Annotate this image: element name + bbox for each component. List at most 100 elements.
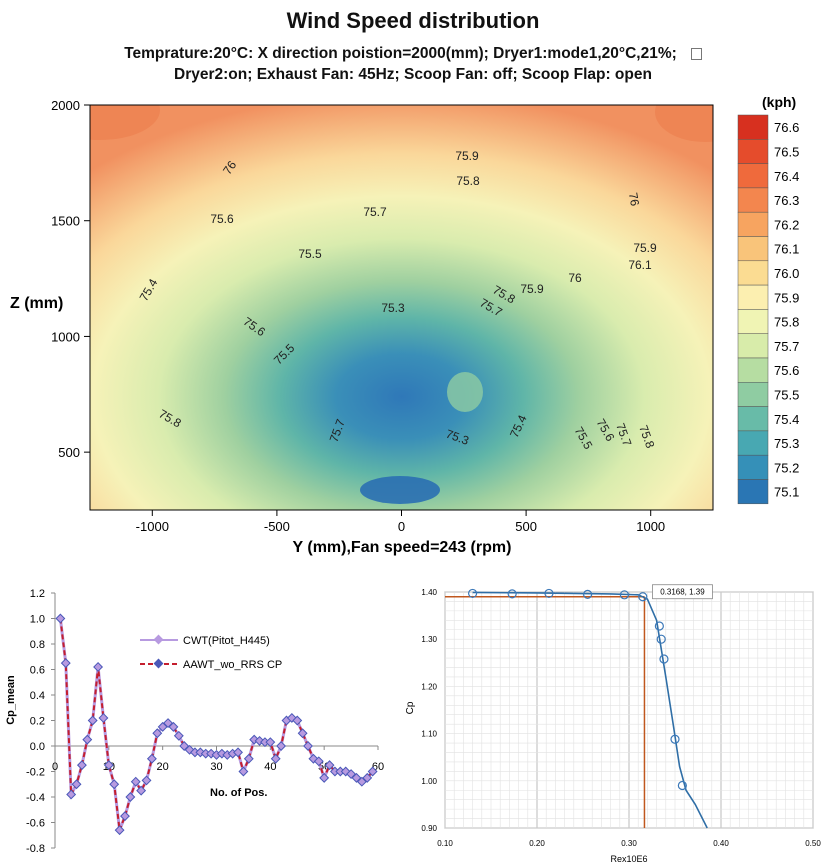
contour-level-label: 75.5 xyxy=(298,247,322,261)
cp-mean-y-tick-label: 0.4 xyxy=(30,690,45,702)
contour-subtitle-2: Dryer2:on; Exhaust Fan: 45Hz; Scoop Fan:… xyxy=(174,66,652,83)
series-point xyxy=(313,756,324,767)
colorbar-cell xyxy=(737,284,769,310)
cp-rex-x-label: Rex10E6 xyxy=(610,854,647,864)
series-point xyxy=(120,811,130,822)
cp-rex-y-tick-label: 1.20 xyxy=(421,682,437,691)
series-point xyxy=(362,772,373,783)
series-point xyxy=(351,772,362,783)
contour-x-tick-label: -1000 xyxy=(136,519,169,534)
series-point xyxy=(76,760,87,771)
colorbar-cell xyxy=(737,357,769,383)
colorbar-cell xyxy=(737,236,769,262)
cp-mean-x-label: No. of Pos. xyxy=(210,787,267,799)
series-point xyxy=(356,776,367,787)
colorbar-cell xyxy=(737,211,769,237)
colorbar-label: 75.1 xyxy=(774,485,799,500)
series-point xyxy=(146,753,157,764)
contour-level-label: 75.6 xyxy=(210,212,234,226)
colorbar-cell xyxy=(737,114,769,140)
series-point xyxy=(163,718,173,728)
cp-mean-y-tick-label: -0.8 xyxy=(26,843,45,855)
contour-level-label: 75.7 xyxy=(363,205,387,219)
series-point xyxy=(292,715,303,726)
colorbar-label: 75.5 xyxy=(774,387,799,402)
data-point-marker xyxy=(468,588,478,599)
cp-mean-legend: CWT(Pitot_H445) AAWT_wo_RRS CP xyxy=(140,634,282,671)
cp-rex-y-label: Cp xyxy=(405,701,416,714)
contour-x-axis: -1000 -500 0 500 1000 xyxy=(136,510,665,534)
data-point-marker xyxy=(582,589,593,599)
contour-field xyxy=(90,105,713,510)
cp-rex-y-tick-label: 1.10 xyxy=(421,730,437,739)
series-point xyxy=(243,753,254,764)
contour-level-label: 75.9 xyxy=(633,241,657,255)
series-point xyxy=(303,741,313,751)
colorbar-cell xyxy=(737,479,769,505)
series-point xyxy=(93,662,104,672)
series-point xyxy=(319,772,330,783)
cp-mean-y-tick-label: 0.6 xyxy=(30,665,45,677)
colorbar-cell xyxy=(737,333,769,359)
checkbox-icon xyxy=(690,47,702,60)
series-point xyxy=(200,748,211,759)
series-point xyxy=(87,715,98,726)
contour-x-tick-label: -500 xyxy=(264,519,290,534)
series-aawt-line xyxy=(59,618,374,831)
series-point xyxy=(157,721,168,732)
series-point xyxy=(114,825,125,836)
colorbar-cell xyxy=(737,406,769,432)
colorbar-label: 76.0 xyxy=(774,266,799,281)
contour-y-tick-label: 1000 xyxy=(51,329,80,344)
series-point xyxy=(141,775,152,786)
cp-mean-y-tick-label: -0.2 xyxy=(26,767,45,779)
cp-rex-plot: 0.10 0.20 0.30 0.40 0.50 1.40 1.30 1.20 1.10 1.00… xyxy=(421,584,821,848)
cp-mean-y-tick-label: 0.0 xyxy=(30,741,45,753)
colorbar-label: 76.1 xyxy=(774,242,799,257)
series-point xyxy=(190,747,200,758)
colorbar-label: 76.4 xyxy=(774,169,799,184)
series-point xyxy=(173,730,184,741)
cp-mean-x-tick-label: 30 xyxy=(210,761,222,773)
colorbar-cell xyxy=(737,163,769,189)
data-point-marker xyxy=(670,734,680,744)
data-point-marker xyxy=(659,654,669,664)
data-point-marker xyxy=(677,780,687,791)
cp-mean-x-tick-label: 20 xyxy=(157,761,169,773)
colorbar-label: 76.2 xyxy=(774,217,799,232)
series-point xyxy=(335,766,346,777)
series-point xyxy=(260,737,270,748)
cp-rex-x-tick-label: 0.20 xyxy=(529,839,545,848)
series-point xyxy=(265,737,276,748)
contour-x-tick-label: 0 xyxy=(398,519,405,534)
contour-level-label: 75.9 xyxy=(455,149,479,163)
series-point xyxy=(152,728,163,739)
colorbar-label: 75.6 xyxy=(774,363,799,378)
colorbar-label: 76.5 xyxy=(774,144,799,159)
contour-x-tick-label: 500 xyxy=(515,519,537,534)
series-point xyxy=(233,747,243,758)
series-point xyxy=(179,741,190,751)
colorbar-cell xyxy=(737,454,769,480)
colorbar-cells: 76.6 76.5 76.4 76.3 76.2 76.1 76.0 75.9 75.8 75.7… xyxy=(737,114,799,505)
contour-overlays xyxy=(90,105,713,504)
cp-rex-x-tick-label: 0.40 xyxy=(713,839,729,848)
colorbar: (kph) 76.6 76.5 76.4 76.3 76.2 76.1 76.0 75.9 75… xyxy=(737,94,799,505)
contour-level-label: 76.1 xyxy=(628,258,652,272)
series-point xyxy=(60,658,71,669)
cp-mean-x-tick-label: 0 xyxy=(52,761,58,773)
series-point xyxy=(324,760,335,771)
series-point xyxy=(103,760,114,771)
contour-level-label: 75.3 xyxy=(381,301,405,315)
colorbar-cell xyxy=(737,309,769,334)
contour-y-tick-label: 2000 xyxy=(51,98,80,113)
cp-rex-y-tick-label: 1.30 xyxy=(421,635,437,644)
series-point xyxy=(297,728,308,739)
series-point xyxy=(130,776,141,787)
cp-mean-y-tick-label: 1.2 xyxy=(30,588,45,600)
series-point xyxy=(346,769,357,779)
colorbar-label: 75.2 xyxy=(774,460,799,475)
annotation-box xyxy=(652,584,713,600)
data-point-marker xyxy=(619,590,630,600)
